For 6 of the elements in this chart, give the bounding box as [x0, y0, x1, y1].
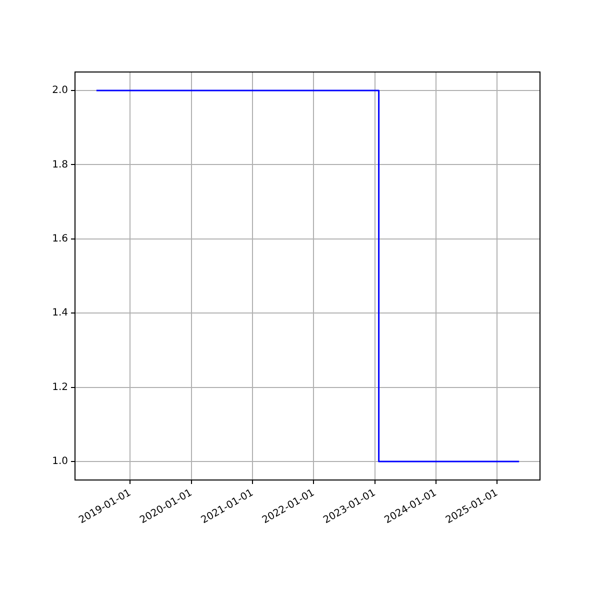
- y-tick-label: 1.0: [52, 456, 68, 468]
- y-tick-label: 1.8: [52, 159, 68, 170]
- y-tick-label: 1.6: [52, 234, 68, 245]
- y-tick-label: 1.2: [52, 382, 68, 393]
- y-tick-label: 1.4: [52, 308, 68, 319]
- y-tick-label: 2.0: [52, 85, 68, 96]
